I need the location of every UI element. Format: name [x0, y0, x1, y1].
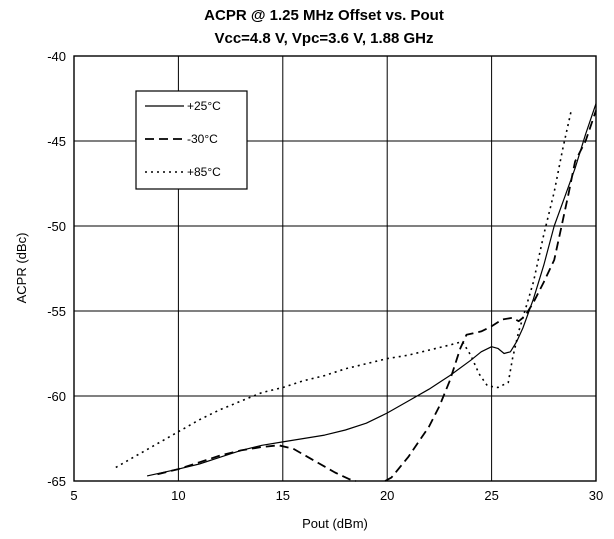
legend-label: -30°C	[187, 132, 218, 146]
x-axis-label: Pout (dBm)	[302, 516, 368, 531]
axis-ticks: 5 10 15 20 25 30 -40 -45 -50 -55 -60 -65	[47, 49, 603, 503]
x-tick-label: 10	[171, 488, 185, 503]
chart-subtitle: Vcc=4.8 V, Vpc=3.6 V, 1.88 GHz	[214, 30, 433, 47]
x-tick-label: 20	[380, 488, 394, 503]
legend-label: +85°C	[187, 165, 221, 179]
y-tick-label: -50	[47, 219, 66, 234]
series-line-0	[146, 103, 597, 477]
y-tick-label: -65	[47, 474, 66, 489]
series-line-2	[384, 110, 597, 482]
y-axis-label: ACPR (dBc)	[14, 233, 29, 304]
y-tick-label: -60	[47, 389, 66, 404]
legend-box	[135, 90, 248, 190]
chart-title: ACPR @ 1.25 MHz Offset vs. Pout	[204, 7, 444, 24]
series-line-3	[115, 111, 572, 469]
series-line-1	[157, 444, 357, 482]
legend-label: +25°C	[187, 99, 221, 113]
x-tick-label: 5	[70, 488, 77, 503]
y-tick-label: -40	[47, 49, 66, 64]
plot-frame	[73, 55, 597, 482]
x-tick-label: 25	[484, 488, 498, 503]
legend: +25°C -30°C +85°C	[135, 90, 248, 190]
y-tick-label: -55	[47, 304, 66, 319]
series-lines	[115, 103, 597, 482]
x-tick-label: 15	[276, 488, 290, 503]
x-tick-label: 30	[589, 488, 603, 503]
y-tick-label: -45	[47, 134, 66, 149]
